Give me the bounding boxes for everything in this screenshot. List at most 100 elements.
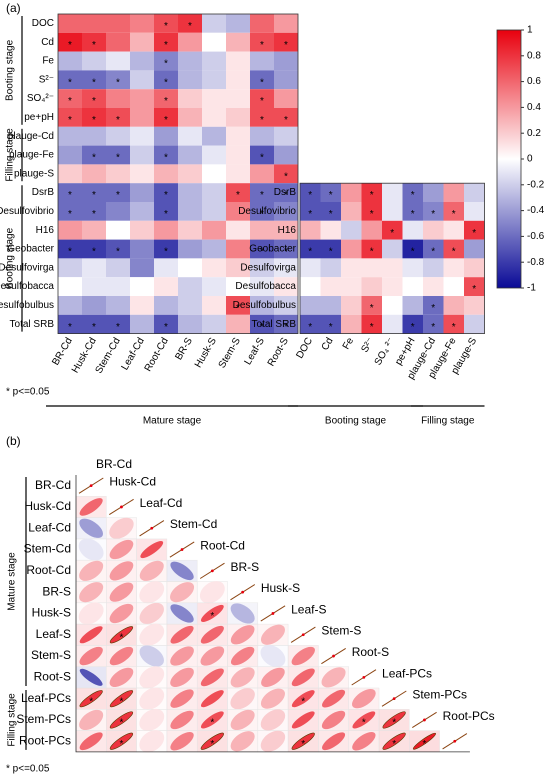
significance-star: * xyxy=(119,718,123,729)
correlation-ellipse xyxy=(170,646,194,666)
correlation-ellipse xyxy=(109,646,134,666)
significance-star: * xyxy=(452,247,456,258)
heat-cell xyxy=(341,277,362,296)
heat-cell xyxy=(178,14,202,33)
correlation-ellipse xyxy=(200,690,224,708)
heat-cell xyxy=(250,145,274,165)
heat-cell xyxy=(154,70,178,90)
diagonal-label: Leaf-Cd xyxy=(140,496,183,510)
diagonal-label: Root-S xyxy=(352,645,389,659)
significance-star: * xyxy=(260,115,264,126)
significance-star: * xyxy=(116,115,120,126)
row-label: Total SRB xyxy=(252,319,297,330)
heat-cell xyxy=(382,258,403,278)
correlation-ellipse xyxy=(170,625,194,644)
row-label: plauge-Fe xyxy=(9,150,54,161)
heat-cell xyxy=(300,183,321,202)
heat-cell xyxy=(178,314,202,334)
correlation-ellipse xyxy=(170,732,194,751)
column-label: S²⁻ xyxy=(359,336,376,355)
heat-cell xyxy=(423,202,444,221)
heat-cell xyxy=(402,258,423,278)
heat-cell xyxy=(58,164,82,184)
significance-star: * xyxy=(260,96,264,107)
significance-star: * xyxy=(92,40,96,51)
correlation-ellipse xyxy=(352,689,376,709)
row-label: Desulfovirga xyxy=(240,262,296,273)
heat-cell xyxy=(341,239,362,259)
row-label: plauge-S xyxy=(14,168,54,179)
heat-cell xyxy=(106,277,130,296)
heat-cell xyxy=(464,220,485,240)
diagonal-dot xyxy=(180,548,184,551)
colorbar-tick-label: -0.6 xyxy=(527,231,545,242)
significance-star: * xyxy=(68,40,72,51)
significance-star: * xyxy=(370,247,374,258)
heat-cell xyxy=(202,14,226,33)
row-label: Fe xyxy=(42,56,54,67)
column-label: BR-Cd xyxy=(50,336,75,367)
correlation-ellipse xyxy=(382,732,406,750)
significance-star: * xyxy=(390,228,394,239)
heat-cell xyxy=(402,220,423,240)
heat-cell xyxy=(82,202,106,221)
correlation-ellipse xyxy=(382,711,406,729)
heat-cell xyxy=(154,164,178,184)
correlation-ellipse xyxy=(170,561,194,581)
correlation-ellipse xyxy=(79,626,103,644)
significance-star: * xyxy=(329,247,333,258)
heat-cell xyxy=(226,89,250,108)
heat-cell xyxy=(58,220,82,240)
heat-cell xyxy=(58,296,82,315)
heat-cell xyxy=(382,202,403,221)
significance-star: * xyxy=(392,718,396,729)
heat-cell xyxy=(464,258,485,278)
row-label: Stem-S xyxy=(31,648,71,662)
heat-cell xyxy=(154,239,178,259)
correlation-ellipse xyxy=(170,710,194,730)
heat-cell xyxy=(202,258,226,278)
heat-cell xyxy=(250,14,274,33)
correlation-ellipse xyxy=(109,732,134,750)
row-label: Stem-Cd xyxy=(24,542,71,556)
heat-cell xyxy=(300,258,321,278)
significance-star: * xyxy=(284,247,288,258)
significance-star: * xyxy=(164,40,168,51)
heat-cell xyxy=(82,14,106,33)
heat-cell xyxy=(226,277,250,296)
significance-star: * xyxy=(164,59,168,70)
significance-star: * xyxy=(431,247,435,258)
correlation-ellipse xyxy=(200,604,224,622)
heat-cell xyxy=(382,277,403,296)
heat-cell xyxy=(250,202,274,221)
correlation-ellipse xyxy=(79,560,104,581)
heat-cell xyxy=(154,32,178,52)
heat-cell xyxy=(361,183,382,202)
significance-star: * xyxy=(116,190,120,201)
correlation-ellipse xyxy=(352,732,376,751)
heat-cell xyxy=(300,277,321,296)
group-label: Mature stage xyxy=(7,552,18,611)
significance-star: * xyxy=(362,718,366,729)
heat-cell xyxy=(320,202,341,221)
heat-cell xyxy=(226,126,250,146)
significance-star: * xyxy=(68,96,72,107)
significance-star: * xyxy=(188,21,192,32)
heat-cell xyxy=(106,126,130,146)
correlation-ellipse xyxy=(170,667,194,687)
significance-star: * xyxy=(119,632,123,643)
heat-cell xyxy=(82,145,106,165)
significance-star: * xyxy=(89,696,93,707)
heat-cell xyxy=(154,296,178,315)
correlation-ellipse xyxy=(139,645,164,667)
heat-cell xyxy=(202,239,226,259)
heat-cell xyxy=(130,145,154,165)
row-label: S²⁻ xyxy=(39,74,54,85)
significance-star: * xyxy=(164,96,168,107)
heat-cell xyxy=(226,239,250,259)
significance-star: * xyxy=(431,209,435,220)
heat-cell xyxy=(106,89,130,108)
correlation-ellipse xyxy=(260,730,286,752)
significance-star: * xyxy=(236,303,240,314)
diagonal-label: Leaf-S xyxy=(291,602,326,616)
